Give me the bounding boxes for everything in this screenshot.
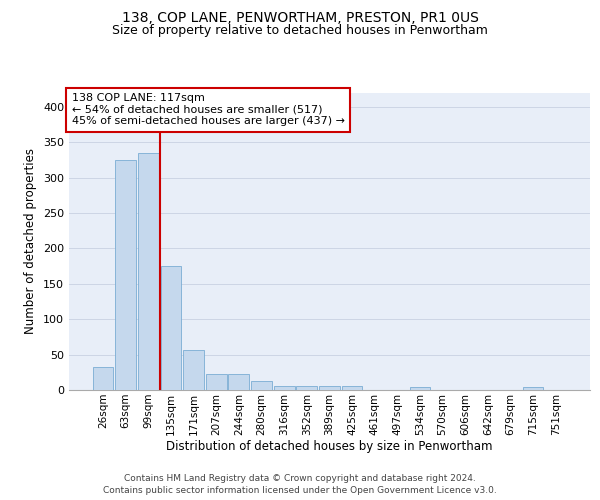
Bar bbox=[319, 386, 340, 390]
Text: Contains HM Land Registry data © Crown copyright and database right 2024.
Contai: Contains HM Land Registry data © Crown c… bbox=[103, 474, 497, 495]
Bar bbox=[206, 374, 227, 390]
Bar bbox=[523, 387, 544, 390]
Y-axis label: Number of detached properties: Number of detached properties bbox=[25, 148, 37, 334]
Bar bbox=[410, 387, 430, 390]
Bar bbox=[229, 374, 249, 390]
Bar bbox=[161, 266, 181, 390]
Bar bbox=[115, 160, 136, 390]
Bar bbox=[274, 386, 295, 390]
Bar bbox=[296, 386, 317, 390]
Text: 138, COP LANE, PENWORTHAM, PRESTON, PR1 0US: 138, COP LANE, PENWORTHAM, PRESTON, PR1 … bbox=[122, 11, 478, 25]
X-axis label: Distribution of detached houses by size in Penwortham: Distribution of detached houses by size … bbox=[166, 440, 493, 454]
Bar bbox=[183, 350, 204, 390]
Text: Size of property relative to detached houses in Penwortham: Size of property relative to detached ho… bbox=[112, 24, 488, 37]
Bar bbox=[251, 381, 272, 390]
Text: 138 COP LANE: 117sqm
← 54% of detached houses are smaller (517)
45% of semi-deta: 138 COP LANE: 117sqm ← 54% of detached h… bbox=[71, 93, 344, 126]
Bar bbox=[341, 386, 362, 390]
Bar bbox=[92, 366, 113, 390]
Bar bbox=[138, 152, 159, 390]
